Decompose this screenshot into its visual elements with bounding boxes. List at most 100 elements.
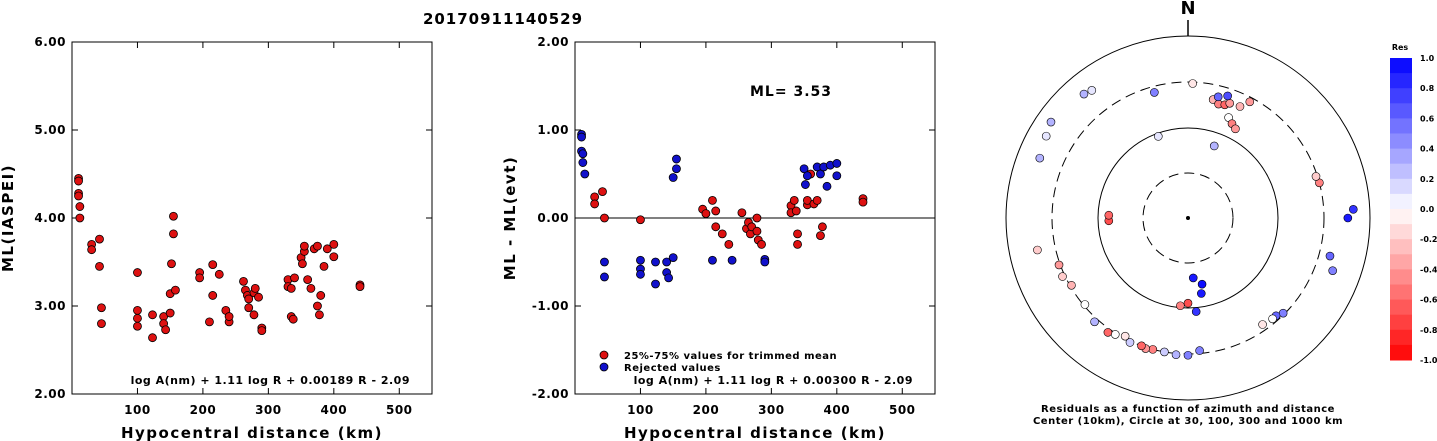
data-point xyxy=(322,244,332,254)
ytick-label: -2.00 xyxy=(532,387,569,401)
rejected-point xyxy=(580,169,590,179)
data-point xyxy=(313,241,322,251)
data-point xyxy=(208,260,218,270)
colorbar-cell xyxy=(1390,344,1412,361)
station-residual-marker xyxy=(1079,89,1089,99)
data-point xyxy=(752,213,762,223)
data-point xyxy=(97,303,106,313)
data-point xyxy=(717,229,727,239)
data-point xyxy=(306,283,316,293)
data-point xyxy=(214,269,224,279)
plot1-formula: log A(nm) + 1.11 log R + 0.00189 R - 2.0… xyxy=(131,374,410,387)
colorbar-cell xyxy=(1390,163,1412,180)
station-residual-marker xyxy=(1195,346,1204,355)
station-residual-marker xyxy=(1349,205,1358,214)
xtick-label: 300 xyxy=(255,403,282,417)
station-residual-marker xyxy=(1137,341,1146,351)
colorbar-tick-label: -0.2 xyxy=(1420,235,1437,244)
station-residual-marker xyxy=(1103,328,1113,337)
station-residual-marker xyxy=(1328,266,1337,275)
xtick-label: 400 xyxy=(321,403,348,417)
rejected-point xyxy=(832,171,842,181)
ytick-label: 6.00 xyxy=(34,35,66,49)
colorbar-cell xyxy=(1390,193,1412,210)
rejected-point xyxy=(822,181,832,191)
colorbar-cell xyxy=(1390,284,1412,301)
data-point xyxy=(818,222,827,232)
station-residual-marker xyxy=(1046,117,1056,127)
station-residual-marker xyxy=(1231,124,1240,134)
station-residual-marker xyxy=(1067,280,1076,290)
ytick-label: 2.00 xyxy=(537,35,569,49)
data-point xyxy=(244,303,254,313)
xtick-label: 500 xyxy=(889,403,916,417)
ring-30km xyxy=(1142,172,1234,264)
rejected-point xyxy=(636,269,645,279)
data-point xyxy=(858,197,868,207)
colorbar-tick-label: -0.8 xyxy=(1420,326,1437,335)
rejected-point xyxy=(668,253,678,263)
data-point xyxy=(87,245,97,255)
plot2-ylabel: ML - ML(evt) xyxy=(501,156,519,280)
data-point xyxy=(195,273,205,283)
station-residual-marker xyxy=(1278,308,1288,318)
figure-title: 20170911140529 xyxy=(423,10,583,28)
data-point xyxy=(329,252,339,262)
data-point xyxy=(208,291,218,300)
station-residual-marker xyxy=(1080,300,1090,309)
data-point xyxy=(244,294,254,304)
data-point xyxy=(133,321,142,331)
rejected-point xyxy=(577,132,586,142)
epicenter-dot xyxy=(1186,216,1190,220)
colorbar-tick-label: 0.4 xyxy=(1420,145,1435,154)
station-residual-marker xyxy=(1054,260,1064,270)
legend-marker-accepted xyxy=(599,350,609,360)
rejected-point xyxy=(664,273,673,283)
colorbar-tick-label: 0.0 xyxy=(1420,205,1435,214)
colorbar-cell xyxy=(1390,178,1412,195)
colorbar-cell xyxy=(1390,73,1412,89)
legend-label-accepted: 25%-75% values for trimmed mean xyxy=(624,351,837,362)
station-residual-marker xyxy=(1209,141,1219,151)
data-point xyxy=(254,292,263,302)
data-point xyxy=(133,268,142,277)
ytick-label: 4.00 xyxy=(34,211,66,225)
data-point xyxy=(816,231,825,241)
colorbar-tick-label: 1.0 xyxy=(1420,54,1435,63)
station-residual-marker xyxy=(1268,314,1277,324)
station-residual-marker xyxy=(1035,153,1045,163)
plot1-frame xyxy=(71,41,433,395)
polar-caption-line1: Residuals as a function of azimuth and d… xyxy=(1041,404,1335,415)
data-point xyxy=(812,195,822,205)
station-residual-marker xyxy=(1058,272,1067,281)
data-point xyxy=(205,317,214,327)
colorbar-cell xyxy=(1390,88,1412,104)
data-point xyxy=(95,234,104,244)
station-residual-marker xyxy=(1191,307,1201,316)
colorbar-cell xyxy=(1390,314,1412,331)
data-point xyxy=(299,241,309,251)
data-point xyxy=(167,259,176,269)
station-residual-marker xyxy=(1171,350,1181,360)
station-residual-marker xyxy=(1188,79,1197,88)
plot1-xlabel: Hypocentral distance (km) xyxy=(121,424,383,441)
magnitude-distance-plot: 100 200 300 400 500 2.00 3.00 4.00 5.00 6.00 log … xyxy=(0,35,433,441)
rejected-point xyxy=(668,173,678,182)
data-point xyxy=(313,301,322,311)
legend-label-rejected: Rejected values xyxy=(624,363,721,374)
station-residual-marker xyxy=(1188,273,1198,283)
station-residual-marker xyxy=(1213,92,1223,102)
data-point xyxy=(75,213,85,223)
station-residual-marker xyxy=(1153,132,1163,141)
station-residual-marker xyxy=(1033,245,1042,255)
xtick-label: 100 xyxy=(124,403,151,417)
colorbar-title: Res xyxy=(1392,43,1409,52)
rejected-point xyxy=(636,255,645,265)
colorbar-cell xyxy=(1390,239,1412,255)
station-residual-marker xyxy=(1160,347,1169,357)
data-point xyxy=(97,319,106,329)
station-residual-marker xyxy=(1041,131,1051,141)
rejected-point xyxy=(651,279,660,289)
residual-distance-plot: 100 200 300 400 500 -2.00 -1.00 0.00 1.00 2.00 ML… xyxy=(501,35,936,441)
